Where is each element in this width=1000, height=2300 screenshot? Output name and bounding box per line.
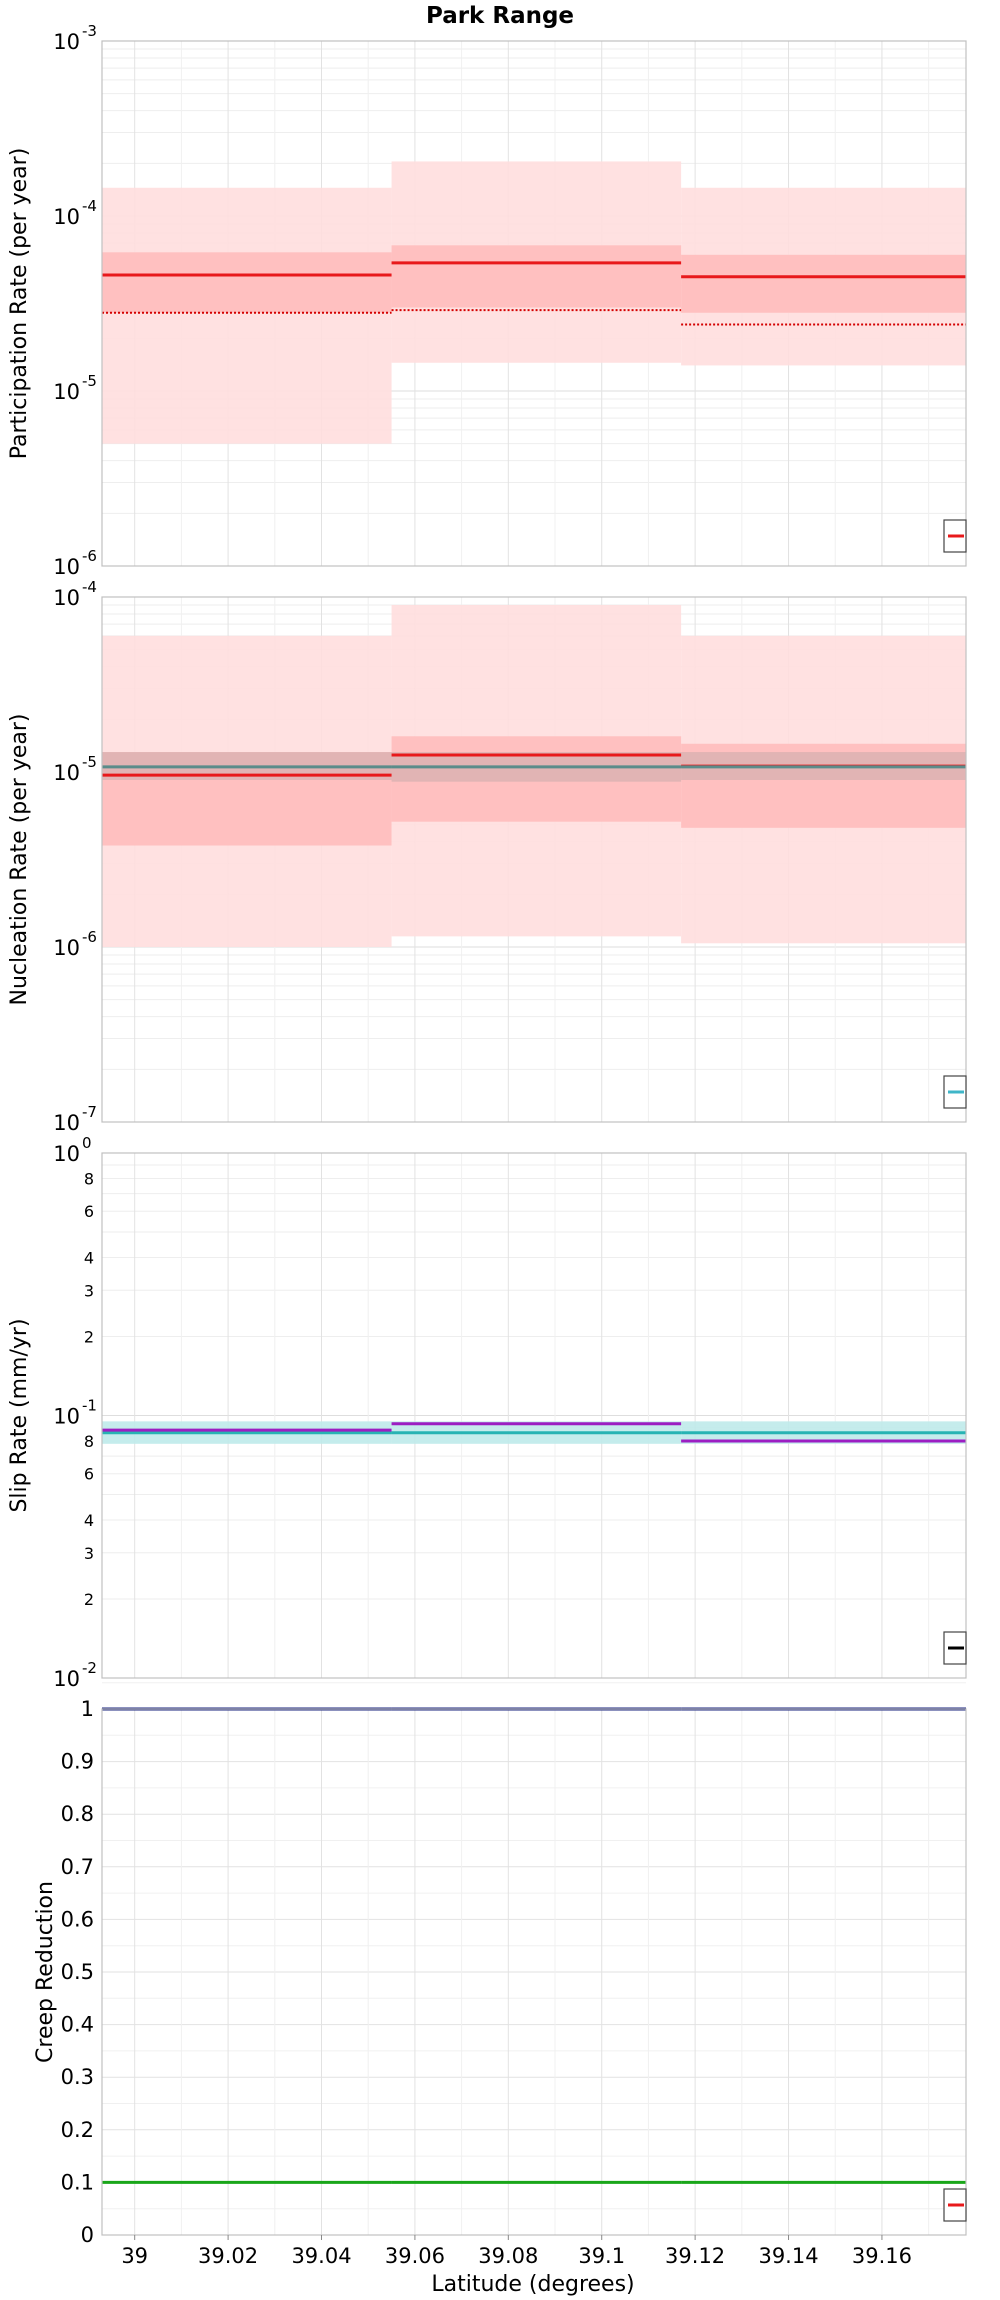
x-tick-label: 39.04 xyxy=(291,2244,351,2268)
y-minor-tick-label: 8 xyxy=(84,1169,94,1188)
y-tick-label: 10 xyxy=(53,761,80,785)
y-tick-label: 10 xyxy=(53,205,80,229)
y-tick-label: 10 xyxy=(53,555,80,579)
grid xyxy=(102,1682,966,2236)
y-tick-exponent: 0 xyxy=(82,1134,92,1152)
plot-frame xyxy=(101,1152,967,1679)
x-tick-label: 39 xyxy=(121,2244,148,2268)
y-axis-label: Nucleation Rate (per year) xyxy=(7,714,32,1006)
y-minor-tick-label: 2 xyxy=(84,1590,94,1609)
y-tick-label: 10 xyxy=(53,30,80,54)
y-tick-label: 10 xyxy=(53,1111,80,1135)
y-minor-tick-label: 3 xyxy=(84,1281,94,1300)
confidence-band xyxy=(681,254,966,313)
x-tick-label: 39.1 xyxy=(578,2244,625,2268)
y-axis-label: Creep Reduction xyxy=(33,1881,58,2063)
y-tick-label: 10 xyxy=(53,936,80,960)
y-minor-tick-label: 3 xyxy=(84,1544,94,1563)
y-minor-tick-label: 6 xyxy=(84,1465,94,1484)
confidence-band xyxy=(391,245,682,308)
x-tick-label: 39.12 xyxy=(665,2244,725,2268)
y-tick-base: 10 xyxy=(53,1142,80,1166)
y-tick-base: 10 xyxy=(53,380,80,404)
x-tick-label: 39.14 xyxy=(758,2244,818,2268)
y-tick-base: 10 xyxy=(53,1405,80,1429)
y-minor-tick-label: 4 xyxy=(84,1248,94,1267)
y-tick-label: 10 xyxy=(53,1405,80,1429)
y-tick-label: 0.7 xyxy=(61,1855,94,1879)
plot-frame xyxy=(101,1708,967,2236)
confidence-band xyxy=(102,187,392,444)
y-tick-base: 10 xyxy=(53,205,80,229)
y-tick-exponent: -6 xyxy=(82,547,97,565)
x-tick-label: 39.16 xyxy=(852,2244,912,2268)
y-tick-base: 10 xyxy=(53,1111,80,1135)
y-tick-base: 10 xyxy=(53,30,80,54)
y-tick-exponent: -3 xyxy=(82,22,97,40)
confidence-band xyxy=(102,252,392,313)
x-tick-label: 39.08 xyxy=(478,2244,538,2268)
x-axis-label: Latitude (degrees) xyxy=(431,2272,634,2297)
y-minor-tick-label: 4 xyxy=(84,1511,94,1530)
y-tick-exponent: -5 xyxy=(82,753,97,771)
y-tick-exponent: -7 xyxy=(82,1103,97,1121)
y-tick-label: 10 xyxy=(53,1667,80,1691)
y-tick-exponent: -4 xyxy=(82,197,97,215)
y-tick-label: 0.6 xyxy=(61,1907,94,1931)
y-tick-label: 0.3 xyxy=(61,2065,94,2089)
y-tick-base: 10 xyxy=(53,936,80,960)
panel-creep: 0 0.1 0.2 0.3 0.4 0.5 0.6 0.7 0.8 0.9 1 39 39.02 39.0… xyxy=(33,1682,967,2268)
figure-title: Park Range xyxy=(426,3,574,29)
y-minor-tick-label: 6 xyxy=(84,1202,94,1221)
y-minor-tick-label: 8 xyxy=(84,1432,94,1451)
y-tick-label: 10 xyxy=(53,380,80,404)
y-axis-label: Participation Rate (per year) xyxy=(7,148,32,460)
y-tick-label: 0.2 xyxy=(61,2118,94,2142)
x-tick-label: 39.02 xyxy=(198,2244,258,2268)
y-tick-label: 0.1 xyxy=(61,2170,94,2194)
grid xyxy=(102,1153,966,1679)
y-tick-label: 0.5 xyxy=(61,1960,94,1984)
y-tick-label: 1 xyxy=(81,1697,94,1721)
y-axis-label: Slip Rate (mm/yr) xyxy=(7,1318,32,1512)
plot-frame xyxy=(101,596,967,1123)
y-tick-exponent: -1 xyxy=(82,1397,97,1415)
y-tick-label: 0.9 xyxy=(61,1750,94,1774)
y-tick-base: 10 xyxy=(53,761,80,785)
y-tick-label: 0.8 xyxy=(61,1802,94,1826)
y-tick-base: 10 xyxy=(53,1667,80,1691)
y-tick-exponent: -2 xyxy=(82,1659,97,1677)
plot-frame xyxy=(101,40,967,567)
y-tick-base: 10 xyxy=(53,555,80,579)
y-tick-exponent: -4 xyxy=(82,578,97,596)
y-tick-label: 0.4 xyxy=(61,2013,94,2037)
y-tick-label: 0 xyxy=(81,2223,94,2247)
y-tick-exponent: -6 xyxy=(82,928,97,946)
x-tick-label: 39.06 xyxy=(385,2244,445,2268)
y-tick-label: 10 xyxy=(53,1142,80,1166)
y-tick-exponent: -5 xyxy=(82,372,97,390)
y-minor-tick-label: 2 xyxy=(84,1327,94,1346)
y-tick-label: 10 xyxy=(53,586,80,610)
y-tick-base: 10 xyxy=(53,586,80,610)
